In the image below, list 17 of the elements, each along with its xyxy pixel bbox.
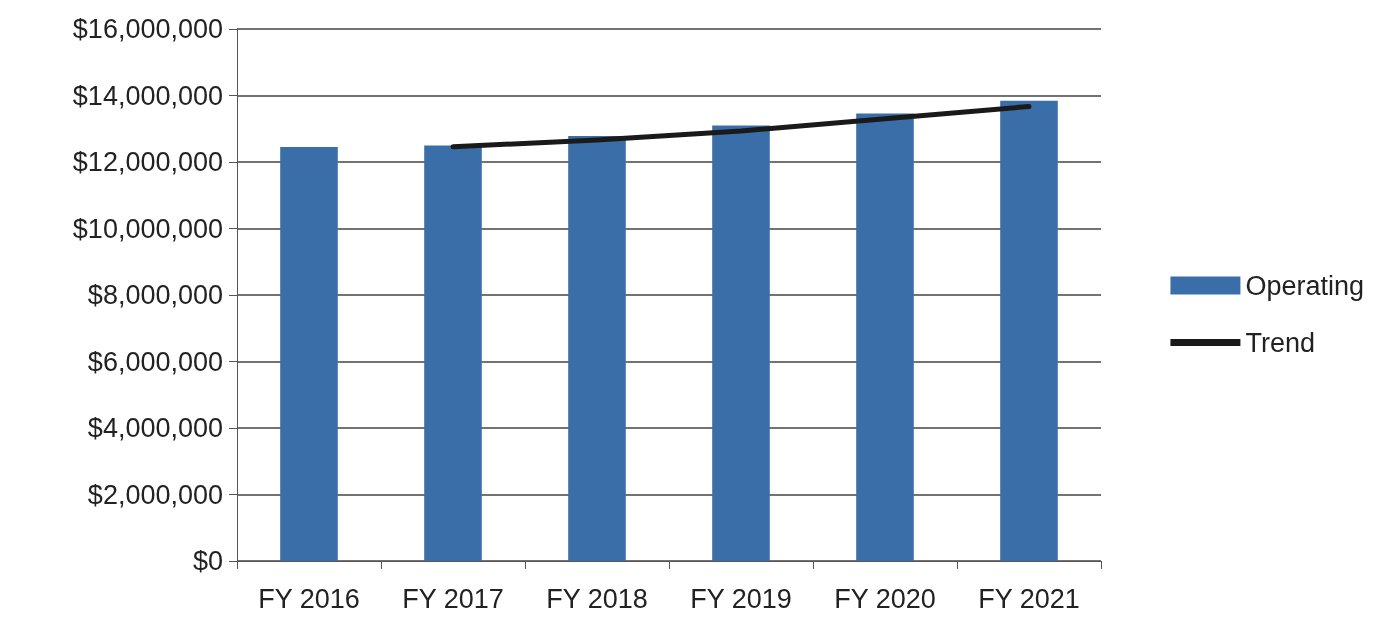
y-tick-label: $12,000,000 [72, 147, 223, 177]
legend-label: Trend [1245, 327, 1315, 358]
x-tick-label: FY 2019 [690, 583, 792, 614]
y-tick-label: $10,000,000 [72, 213, 223, 244]
y-tick-label: $0 [192, 546, 223, 576]
y-tick-label: $4,000,000 [87, 413, 223, 443]
y-tick-label: $6,000,000 [87, 346, 223, 377]
x-tick-label: FY 2018 [546, 583, 648, 614]
y-tick-label: $16,000,000 [72, 14, 223, 44]
y-tick-label: $8,000,000 [87, 280, 223, 310]
x-tick-label: FY 2016 [258, 583, 360, 614]
legend-label: Operating [1245, 270, 1364, 301]
y-tick-label: $14,000,000 [72, 80, 223, 111]
y-tick-label: $2,000,000 [87, 479, 223, 510]
x-tick-label: FY 2021 [978, 583, 1080, 614]
x-tick-label: FY 2017 [402, 583, 504, 614]
x-tick-label: FY 2020 [834, 583, 936, 614]
